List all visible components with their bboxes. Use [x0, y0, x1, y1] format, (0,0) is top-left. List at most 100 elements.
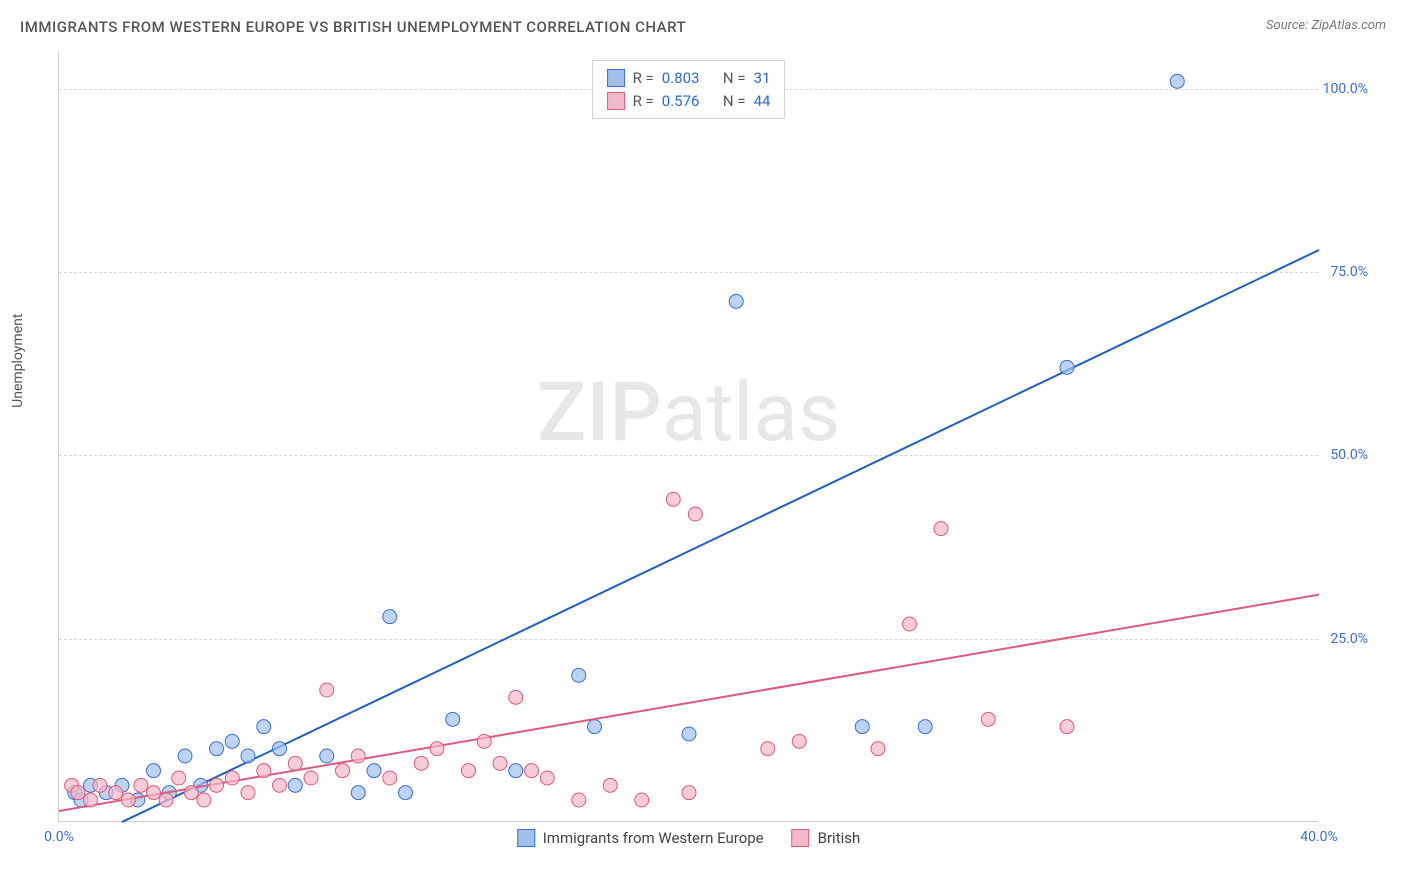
- data-point-immigrants_we: [1060, 360, 1074, 374]
- legend-label-series1: Immigrants from Western Europe: [543, 829, 764, 847]
- data-point-british: [320, 683, 334, 697]
- r-value-series2: 0.576: [662, 90, 700, 113]
- data-point-british: [903, 617, 917, 631]
- data-point-british: [509, 690, 523, 704]
- data-point-british: [147, 786, 161, 800]
- data-point-immigrants_we: [367, 764, 381, 778]
- data-point-british: [210, 778, 224, 792]
- chart-header: IMMIGRANTS FROM WESTERN EUROPE VS BRITIS…: [0, 0, 1406, 44]
- data-point-british: [688, 507, 702, 521]
- chart-source: Source: ZipAtlas.com: [1266, 18, 1386, 33]
- data-point-british: [525, 764, 539, 778]
- data-point-immigrants_we: [383, 610, 397, 624]
- source-value: ZipAtlas.com: [1311, 18, 1386, 33]
- data-point-british: [241, 786, 255, 800]
- data-point-british: [383, 771, 397, 785]
- plot-svg: [59, 52, 1318, 821]
- n-label: N =: [723, 67, 746, 90]
- swatch-series2: [607, 92, 625, 110]
- data-point-british: [109, 786, 123, 800]
- data-point-immigrants_we: [147, 764, 161, 778]
- data-point-immigrants_we: [210, 742, 224, 756]
- data-point-british: [430, 742, 444, 756]
- data-point-british: [682, 786, 696, 800]
- legend-item-series1: Immigrants from Western Europe: [517, 829, 764, 847]
- y-tick-label: 100.0%: [1323, 81, 1368, 97]
- data-point-british: [159, 793, 173, 807]
- data-point-british: [414, 756, 428, 770]
- y-axis-label: Unemployment: [10, 314, 26, 408]
- trend-line-immigrants_we: [122, 250, 1319, 822]
- data-point-immigrants_we: [509, 764, 523, 778]
- data-point-british: [934, 522, 948, 536]
- data-point-british: [493, 756, 507, 770]
- chart-title: IMMIGRANTS FROM WESTERN EUROPE VS BRITIS…: [20, 18, 686, 36]
- data-point-immigrants_we: [241, 749, 255, 763]
- data-point-immigrants_we: [918, 720, 932, 734]
- data-point-british: [197, 793, 211, 807]
- data-point-immigrants_we: [178, 749, 192, 763]
- y-tick-label: 50.0%: [1330, 447, 1368, 463]
- data-point-immigrants_we: [588, 720, 602, 734]
- r-label: R =: [633, 90, 654, 113]
- data-point-british: [792, 734, 806, 748]
- n-label: N =: [723, 90, 746, 113]
- data-point-british: [93, 778, 107, 792]
- chart-container: Unemployment ZIPatlas R = 0.803 N = 31 R…: [48, 52, 1368, 842]
- data-point-immigrants_we: [729, 294, 743, 308]
- data-point-british: [477, 734, 491, 748]
- n-value-series1: 31: [754, 67, 771, 90]
- data-point-immigrants_we: [288, 778, 302, 792]
- data-point-british: [121, 793, 135, 807]
- data-point-immigrants_we: [572, 668, 586, 682]
- data-point-british: [761, 742, 775, 756]
- data-point-immigrants_we: [399, 786, 413, 800]
- y-tick-label: 75.0%: [1330, 264, 1368, 280]
- correlation-legend: R = 0.803 N = 31 R = 0.576 N = 44: [592, 60, 786, 119]
- r-value-series1: 0.803: [662, 67, 700, 90]
- data-point-british: [336, 764, 350, 778]
- data-point-british: [273, 778, 287, 792]
- data-point-british: [540, 771, 554, 785]
- data-point-british: [603, 778, 617, 792]
- data-point-immigrants_we: [273, 742, 287, 756]
- data-point-british: [84, 793, 98, 807]
- data-point-immigrants_we: [257, 720, 271, 734]
- data-point-british: [225, 771, 239, 785]
- y-tick-label: 25.0%: [1330, 631, 1368, 647]
- bottom-legend: Immigrants from Western Europe British: [517, 829, 861, 847]
- data-point-immigrants_we: [225, 734, 239, 748]
- data-point-british: [572, 793, 586, 807]
- data-point-immigrants_we: [1170, 74, 1184, 88]
- data-point-british: [635, 793, 649, 807]
- x-tick-label: 0.0%: [44, 829, 74, 845]
- source-label: Source:: [1266, 18, 1308, 33]
- x-tick-label: 40.0%: [1300, 829, 1338, 845]
- correlation-row-series1: R = 0.803 N = 31: [607, 67, 771, 90]
- data-point-british: [351, 749, 365, 763]
- data-point-british: [462, 764, 476, 778]
- data-point-immigrants_we: [446, 712, 460, 726]
- data-point-british: [666, 492, 680, 506]
- plot-area: ZIPatlas R = 0.803 N = 31 R = 0.576 N = …: [58, 52, 1318, 822]
- data-point-immigrants_we: [855, 720, 869, 734]
- data-point-british: [184, 786, 198, 800]
- correlation-row-series2: R = 0.576 N = 44: [607, 90, 771, 113]
- data-point-british: [981, 712, 995, 726]
- legend-swatch-series2: [792, 829, 810, 847]
- data-point-immigrants_we: [351, 786, 365, 800]
- data-point-british: [871, 742, 885, 756]
- data-point-british: [288, 756, 302, 770]
- data-point-british: [71, 786, 85, 800]
- swatch-series1: [607, 69, 625, 87]
- data-point-british: [134, 778, 148, 792]
- data-point-british: [172, 771, 186, 785]
- data-point-british: [304, 771, 318, 785]
- n-value-series2: 44: [754, 90, 771, 113]
- legend-item-series2: British: [792, 829, 861, 847]
- data-point-british: [1060, 720, 1074, 734]
- legend-swatch-series1: [517, 829, 535, 847]
- data-point-immigrants_we: [320, 749, 334, 763]
- trend-line-british: [59, 595, 1319, 811]
- legend-label-series2: British: [818, 829, 861, 847]
